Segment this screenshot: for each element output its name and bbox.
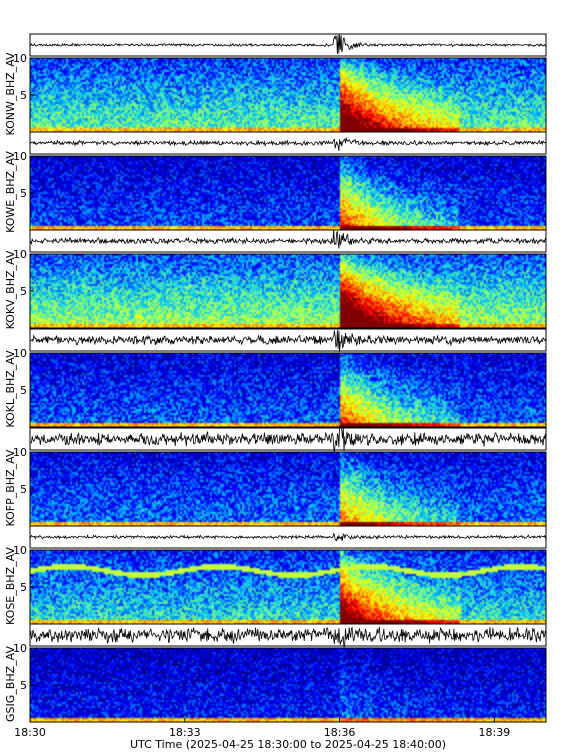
y-tick-label: 10	[13, 150, 27, 163]
waveform-trace	[29, 330, 547, 353]
station-label: KOFP_BHZ_AV	[4, 449, 17, 526]
x-axis: 18:30 18:33 18:36 18:39	[14, 718, 510, 739]
y-tick-label: 5	[20, 187, 27, 200]
x-axis-title: UTC Time (2025-04-25 18:30:00 to 2025-04…	[130, 738, 446, 751]
waveform-trace	[29, 532, 547, 542]
waveform-trace	[29, 229, 547, 249]
waveform-trace	[29, 425, 547, 453]
x-tick-label: 18:36	[324, 726, 356, 739]
y-tick-label: 10	[13, 347, 27, 360]
x-tick-label: 18:39	[479, 726, 511, 739]
x-tick-label: 18:30	[14, 726, 46, 739]
y-tick-label: 10	[13, 248, 27, 261]
y-tick-label: 5	[20, 679, 27, 692]
spectrogram-image	[30, 254, 546, 328]
y-tick-label: 5	[20, 384, 27, 397]
waveform-trace	[29, 136, 547, 152]
station-label: KOKV_BHZ_AV	[4, 250, 17, 329]
y-tick-label: 10	[13, 544, 27, 557]
y-tick-label: 5	[20, 483, 27, 496]
y-tick-label: 10	[13, 52, 27, 65]
spectrogram-image	[30, 353, 546, 427]
waveform-trace	[29, 34, 547, 55]
station-label: KOWE_BHZ_AV	[4, 151, 17, 233]
station-label: GSIG_BHZ_AV	[4, 646, 17, 722]
y-tick-label: 10	[13, 446, 27, 459]
y-tick-label: 5	[20, 89, 27, 102]
spectrogram-image	[30, 156, 546, 230]
y-tick-label: 5	[20, 285, 27, 298]
spectrogram-image	[30, 648, 546, 722]
waveform-trace	[29, 626, 547, 648]
spectrogram-image	[30, 452, 546, 526]
x-tick-label: 18:33	[169, 726, 201, 739]
y-tick-label: 5	[20, 581, 27, 594]
station-label: KONW_BHZ_AV	[4, 52, 17, 136]
spectrogram-image	[30, 550, 546, 624]
station-panels: 510KONW_BHZ_AV510KOWE_BHZ_AV510KOKV_BHZ_…	[4, 33, 547, 723]
station-label: KOKL_BHZ_AV	[4, 350, 17, 428]
y-tick-label: 10	[13, 642, 27, 655]
station-label: KOSE_BHZ_AV	[4, 547, 17, 625]
spectrogram-image	[30, 58, 546, 132]
